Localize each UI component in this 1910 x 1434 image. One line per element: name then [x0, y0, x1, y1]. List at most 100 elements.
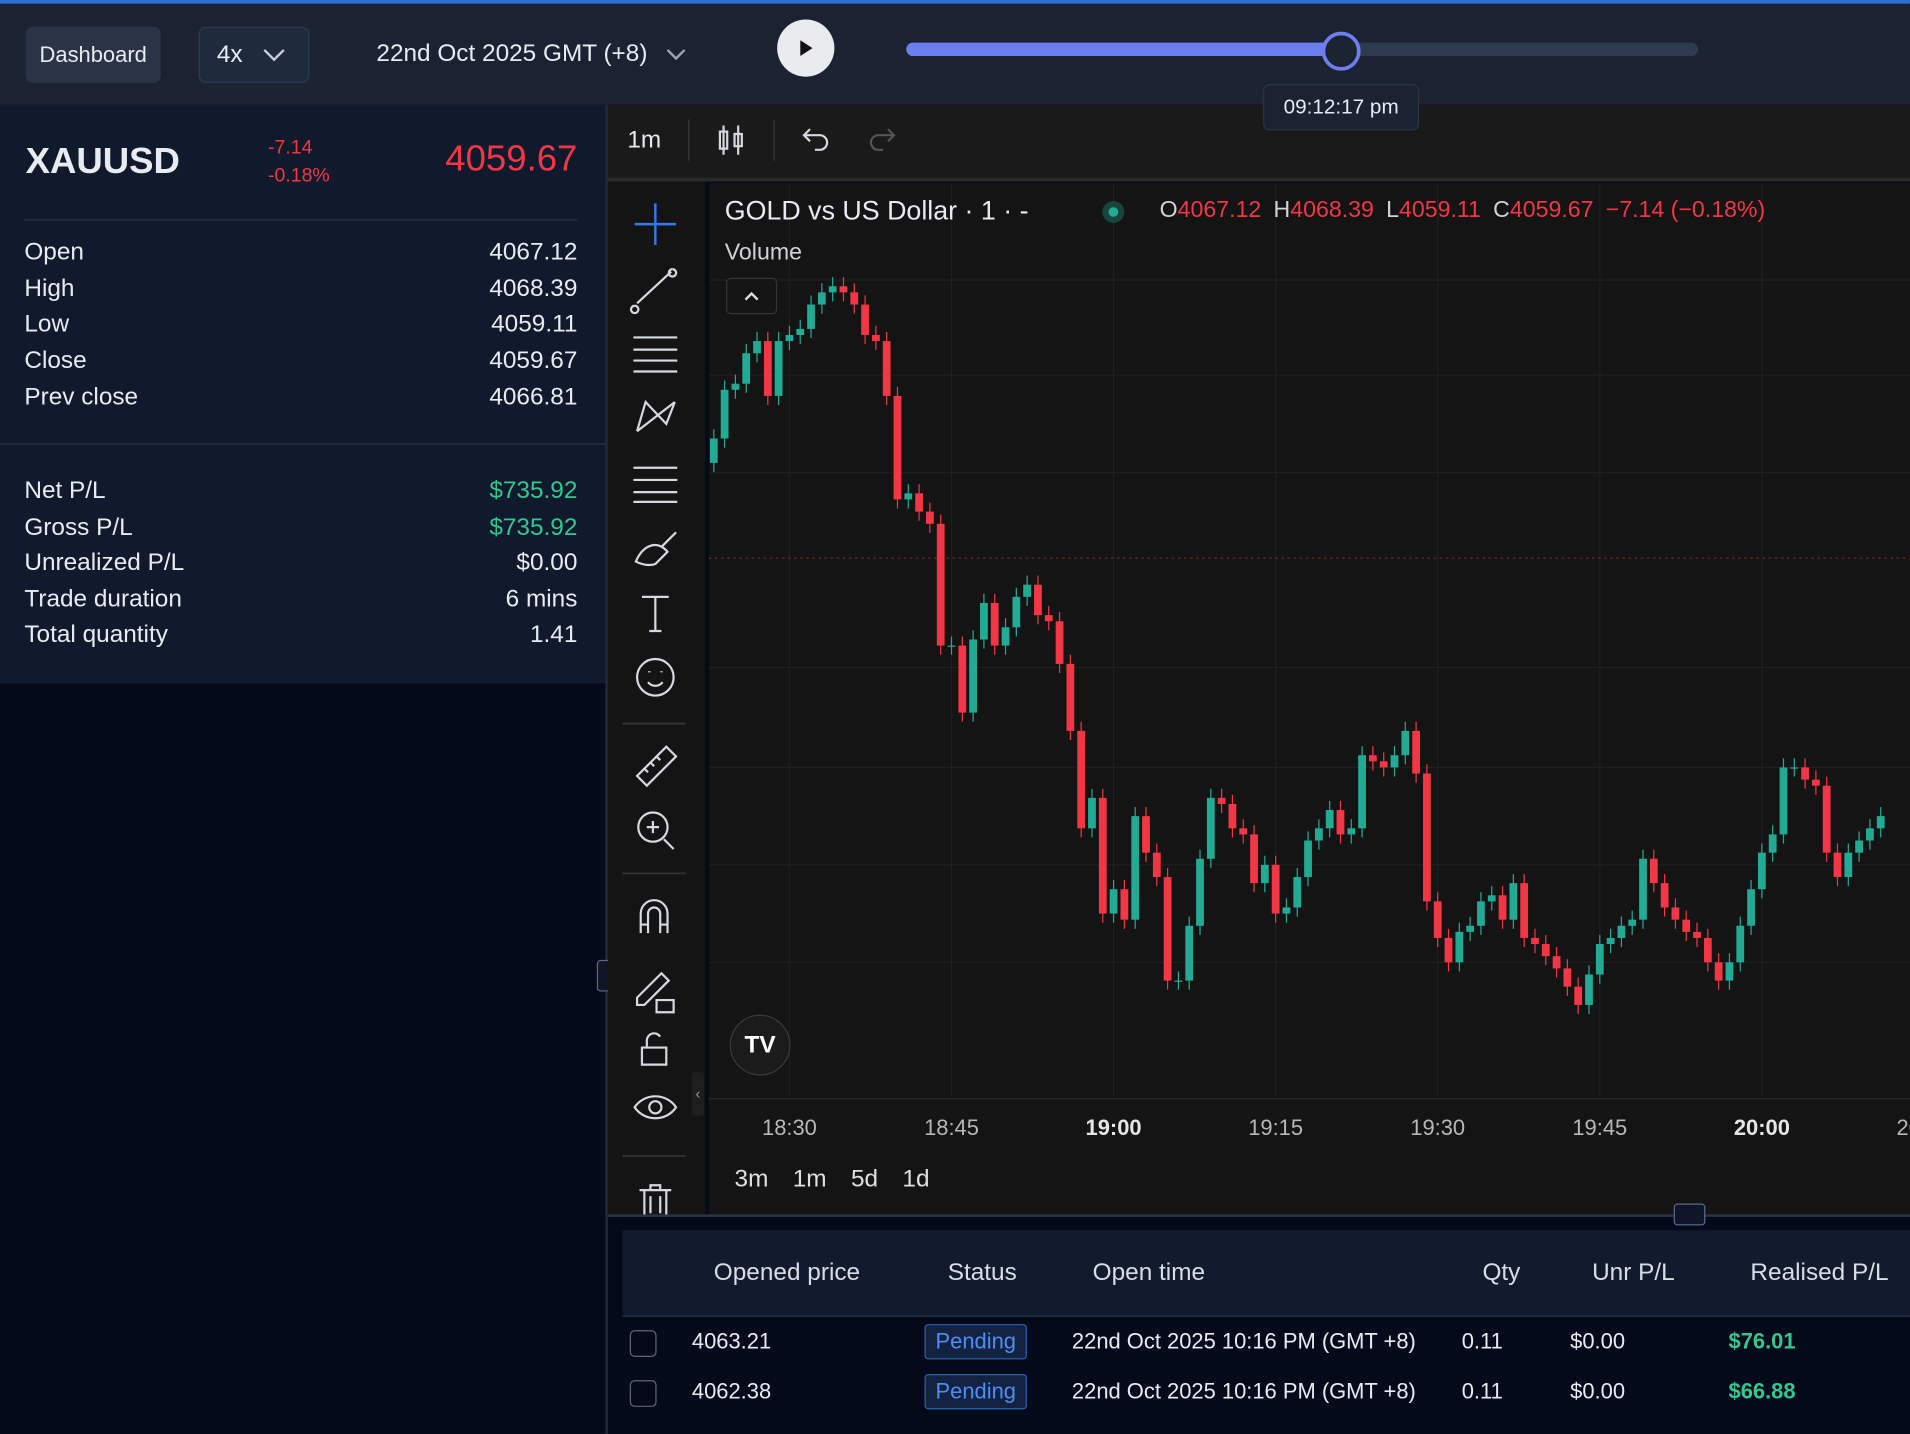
- row-checkbox[interactable]: [629, 1330, 657, 1357]
- x-tick-label: 19:30: [1410, 1115, 1465, 1140]
- x-tick-label: 19:45: [1572, 1115, 1627, 1140]
- candle-type-icon[interactable]: [715, 122, 747, 159]
- pnl-label: Trade duration: [24, 585, 182, 613]
- candle-body: [1379, 761, 1388, 768]
- table-cell: $76.01: [1728, 1328, 1796, 1354]
- tv-logo[interactable]: TV: [729, 1014, 791, 1076]
- candle-body: [1477, 901, 1485, 926]
- candle-body: [1228, 803, 1237, 829]
- candle-body: [817, 292, 826, 305]
- candle-body: [1217, 797, 1226, 804]
- candle-body: [1314, 828, 1323, 841]
- ohlc-value: 4068.39: [1290, 197, 1374, 223]
- candle-body: [1044, 615, 1053, 622]
- column-header: Opened price: [713, 1259, 861, 1287]
- candle-body: [807, 304, 815, 329]
- candle-body: [1390, 755, 1399, 768]
- candle-body: [1574, 986, 1583, 1005]
- candle-body: [969, 639, 978, 713]
- candle-body: [1649, 858, 1658, 884]
- candle-body: [1433, 901, 1442, 938]
- x-tick-label: 18:45: [924, 1115, 979, 1140]
- status-badge: Pending: [924, 1374, 1027, 1410]
- candle-body: [904, 493, 913, 500]
- speed-select[interactable]: 4x: [198, 26, 310, 83]
- candle-body: [1239, 828, 1248, 835]
- play-button[interactable]: [777, 19, 835, 77]
- undo-icon[interactable]: [800, 124, 832, 153]
- table-cell: $0.00: [1570, 1378, 1626, 1404]
- table-cell: 0.11: [1461, 1378, 1503, 1404]
- chart-toolbar: 1m: [607, 104, 1910, 182]
- resize-handle[interactable]: [1673, 1203, 1706, 1226]
- pnl-value: $0.00: [516, 549, 578, 577]
- date-select[interactable]: 22nd Oct 2025 GMT (+8): [376, 40, 686, 68]
- tool-icons: [622, 203, 686, 1217]
- candle-body: [1844, 852, 1853, 878]
- dashboard-button[interactable]: Dashboard: [25, 26, 161, 83]
- range-button[interactable]: 1m: [792, 1165, 827, 1193]
- ohlc-item: H4068.39: [1273, 197, 1373, 224]
- column-header: Realised P/L: [1750, 1259, 1889, 1287]
- collapse-legend[interactable]: [725, 277, 778, 315]
- slider-thumb[interactable]: [1321, 31, 1361, 71]
- candle-body: [1088, 797, 1096, 829]
- ohlc-key: O: [1159, 197, 1178, 223]
- candle-body: [1012, 596, 1021, 628]
- symbol-change-pct: -0.18%: [267, 165, 330, 187]
- candle-body: [1866, 828, 1874, 841]
- candle-body: [947, 645, 956, 647]
- row-checkbox[interactable]: [629, 1380, 657, 1407]
- candle-body: [1131, 816, 1140, 920]
- pnl-label: Gross P/L: [24, 514, 133, 541]
- candle-body: [1358, 755, 1366, 829]
- table-cell: 0.11: [1461, 1328, 1503, 1354]
- top-bar: Dashboard 4x 22nd Oct 2025 GMT (+8): [0, 0, 1910, 105]
- candle-body: [1293, 877, 1302, 908]
- candle-body: [1693, 931, 1701, 938]
- candle-body: [1423, 773, 1431, 902]
- slider-fill: [906, 42, 1340, 57]
- pnl-label: Unrealized P/L: [24, 549, 185, 577]
- range-button[interactable]: 3m: [734, 1165, 769, 1193]
- pnl-value: $735.92: [489, 514, 578, 541]
- pnl-value: 6 mins: [505, 585, 578, 613]
- candle-body: [893, 395, 902, 500]
- candle-body: [861, 304, 869, 335]
- column-header: Open time: [1092, 1259, 1206, 1287]
- candle-body: [1876, 816, 1885, 829]
- candle-body: [1196, 858, 1204, 926]
- x-tick-label: 20:15: [1897, 1115, 1910, 1140]
- candle-body: [1714, 962, 1723, 981]
- pnl-row: Total quantity 1.41: [24, 621, 577, 649]
- candle-body: [915, 493, 923, 512]
- interval-button[interactable]: 1m: [627, 126, 662, 154]
- candle-body: [1768, 834, 1777, 853]
- candle-body: [1790, 767, 1799, 769]
- chart: 18:30 18:45 19:00 19:15 19:30 19:45 20:00 20:15: [708, 182, 1910, 1216]
- candle-body: [990, 602, 999, 646]
- stat-row: Open 4067.12: [24, 239, 577, 267]
- range-button[interactable]: 5d: [850, 1165, 879, 1193]
- ohlc-legend: O4067.12 H4068.39 L4059.11 C4059.67 −7.14 (−…: [1160, 197, 1766, 224]
- candle-body: [1034, 584, 1042, 616]
- candle-body: [1498, 895, 1507, 920]
- candle-body: [850, 292, 859, 305]
- symbol-panel: XAUUSD -7.14 -0.18% 4059.67 Open 4067.12 …: [0, 104, 607, 684]
- stat-value: 4068.39: [489, 275, 578, 303]
- table-cell: $66.88: [1728, 1378, 1796, 1404]
- candle-body: [882, 341, 891, 396]
- range-button[interactable]: 1d: [902, 1165, 930, 1193]
- stat-label: Close: [24, 347, 87, 374]
- candle-body: [1369, 755, 1377, 762]
- pnl-label: Total quantity: [24, 621, 168, 649]
- candle-body: [958, 645, 967, 713]
- candle-body: [796, 328, 805, 335]
- candle-body: [1606, 937, 1615, 945]
- stat-row: Low 4059.11: [24, 311, 577, 339]
- divider: [24, 219, 578, 221]
- candle-body: [1520, 883, 1529, 938]
- candle-body: [1801, 767, 1809, 780]
- collapse-handle[interactable]: ‹: [691, 1071, 705, 1116]
- time-tooltip: 09:12:17 pm: [1263, 84, 1420, 131]
